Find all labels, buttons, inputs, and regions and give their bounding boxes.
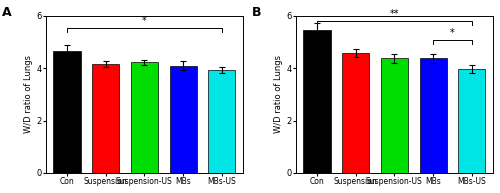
Bar (170, 66, 196, 173)
Bar (92, 64, 119, 173)
Y-axis label: W/D ratio of Lungs: W/D ratio of Lungs (274, 55, 283, 133)
Bar (342, 53, 369, 173)
Text: *: * (450, 28, 455, 38)
Y-axis label: W/D ratio of Lungs: W/D ratio of Lungs (24, 55, 34, 133)
Bar (208, 70, 236, 173)
Text: **: ** (390, 9, 399, 19)
Bar (304, 30, 330, 173)
Bar (420, 58, 446, 173)
Text: *: * (142, 16, 147, 26)
Text: B: B (252, 6, 262, 19)
Bar (381, 58, 408, 173)
Text: A: A (2, 6, 12, 19)
Bar (131, 63, 158, 173)
Bar (54, 51, 80, 173)
Bar (458, 69, 485, 173)
